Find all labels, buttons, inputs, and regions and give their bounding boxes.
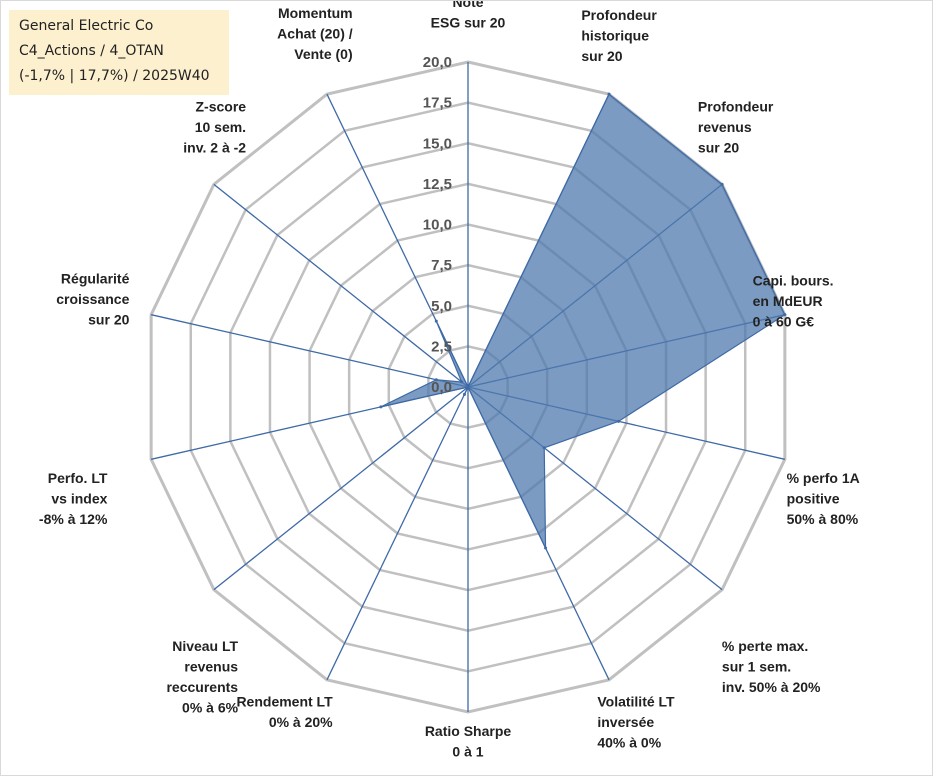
axis-spoke bbox=[213, 386, 469, 591]
axis-label-line: 10 sem. bbox=[195, 119, 246, 135]
radial-tick-label: 20,0 bbox=[423, 54, 452, 71]
axis-label-line: 40% à 0% bbox=[597, 735, 661, 751]
axis-label-line: croissance bbox=[56, 291, 129, 307]
axis-label-line: % perte max. bbox=[722, 638, 808, 654]
radial-tick-label: 2,5 bbox=[431, 338, 452, 355]
axis-label-line: sur 1 sem. bbox=[722, 659, 791, 675]
company-name: General Electric Co bbox=[19, 18, 154, 34]
axis-label: Z-score 10 sem. inv. 2 à -2 bbox=[183, 98, 246, 155]
data-point bbox=[542, 446, 546, 450]
axis-spoke bbox=[151, 314, 469, 388]
axis-label-line: Z-score bbox=[196, 98, 247, 114]
axis-label-line: Momentum bbox=[278, 5, 353, 21]
axis-label-line: Régularité bbox=[61, 270, 130, 286]
data-point bbox=[617, 419, 621, 423]
axis-label: Perfo. LT vs index -8% à 12% bbox=[39, 470, 108, 527]
axis-label-line: sur 20 bbox=[698, 139, 739, 155]
data-point bbox=[434, 378, 438, 382]
axis-label-line: Profondeur bbox=[581, 7, 657, 23]
axis-label-line: -8% à 12% bbox=[39, 511, 108, 527]
axis-label-line: Capi. bours. bbox=[753, 272, 834, 288]
axis-label-line: revenus bbox=[184, 659, 238, 675]
axis-label-line: 50% à 80% bbox=[787, 511, 859, 527]
data-point bbox=[783, 313, 787, 317]
data-point bbox=[607, 92, 611, 96]
data-point bbox=[466, 385, 470, 389]
axis-label: Profondeur historique sur 20 bbox=[581, 7, 657, 64]
data-point bbox=[720, 182, 724, 186]
data-point bbox=[462, 392, 466, 396]
axis-label-line: Achat (20) / bbox=[277, 25, 353, 41]
axis-label: Niveau LT revenus reccurents 0% à 6% bbox=[166, 638, 238, 716]
axis-label-line: Niveau LT bbox=[172, 638, 238, 654]
portfolio-category: C4_Actions / 4_OTAN bbox=[19, 43, 164, 59]
axis-label: Momentum Achat (20) / Vente (0) bbox=[277, 5, 353, 62]
axis-label-line: Ratio Sharpe bbox=[425, 723, 512, 739]
axis-label-line: positive bbox=[787, 491, 840, 507]
axis-label: % perfo 1A positive 50% à 80% bbox=[787, 470, 860, 527]
axis-spoke bbox=[213, 183, 469, 388]
axis-label-line: ESG sur 20 bbox=[431, 15, 506, 31]
radial-tick-labels: 0,0 2,5 5,0 7,5 10,0 12,5 15,0 17,5 20,0 bbox=[423, 54, 452, 396]
axis-label-line: inv. 50% à 20% bbox=[722, 679, 821, 695]
axis-label-line: Profondeur bbox=[698, 98, 774, 114]
axis-label-line: en MdEUR bbox=[753, 293, 823, 309]
axis-label-line: 0 à 1 bbox=[452, 744, 483, 760]
axis-label: Profondeur revenus sur 20 bbox=[698, 98, 774, 155]
data-point bbox=[460, 380, 464, 384]
axis-label: Volatilité LT inversée 40% à 0% bbox=[597, 694, 675, 751]
axis-spoke bbox=[326, 386, 469, 681]
radial-tick-label: 17,5 bbox=[423, 95, 452, 112]
performance-week: (-1,7% | 17,7%) / 2025W40 bbox=[19, 68, 210, 84]
axis-labels: Note ESG sur 20 Profondeur historique sur 20… bbox=[39, 1, 860, 760]
axis-label: Rendement LT 0% à 20% bbox=[236, 694, 333, 731]
axis-label-line: historique bbox=[581, 27, 649, 43]
axis-label-line: inv. 2 à -2 bbox=[183, 139, 246, 155]
axis-label: % perte max. sur 1 sem. inv. 50% à 20% bbox=[722, 638, 821, 695]
axis-label: Note ESG sur 20 bbox=[431, 1, 506, 31]
axis-label: Ratio Sharpe 0 à 1 bbox=[425, 723, 512, 760]
axis-label-line: 0% à 6% bbox=[182, 700, 239, 716]
axis-label-line: Note bbox=[452, 1, 483, 10]
radial-tick-label: 12,5 bbox=[423, 176, 452, 193]
data-point bbox=[434, 319, 438, 323]
radial-tick-label: 15,0 bbox=[423, 135, 452, 152]
radar-series bbox=[379, 92, 787, 550]
radial-tick-label: 10,0 bbox=[423, 217, 452, 234]
data-point bbox=[544, 546, 548, 550]
radial-tick-label: 5,0 bbox=[431, 298, 452, 315]
series-area bbox=[380, 93, 786, 549]
radial-tick-label: 7,5 bbox=[431, 257, 452, 274]
chart-title-box: General Electric Co C4_Actions / 4_OTAN … bbox=[9, 10, 229, 95]
radial-tick-label: 0,0 bbox=[431, 379, 452, 396]
axis-label-line: Vente (0) bbox=[294, 46, 352, 62]
data-point bbox=[379, 405, 383, 409]
axis-label-line: vs index bbox=[51, 491, 107, 507]
axis-label-line: 0% à 20% bbox=[269, 714, 333, 730]
axis-label-line: Volatilité LT bbox=[597, 694, 675, 710]
axis-label-line: 0 à 60 G€ bbox=[753, 313, 815, 329]
axis-label-line: % perfo 1A bbox=[787, 470, 860, 486]
axis-label-line: inversée bbox=[597, 714, 654, 730]
axis-label-line: reccurents bbox=[166, 679, 238, 695]
axis-label-line: Perfo. LT bbox=[48, 470, 108, 486]
axis-label-line: Rendement LT bbox=[236, 694, 333, 710]
axis-label: Capi. bours. en MdEUR 0 à 60 G€ bbox=[753, 272, 834, 329]
axis-label-line: revenus bbox=[698, 119, 752, 135]
axis-label-line: sur 20 bbox=[88, 311, 129, 327]
axis-label-line: sur 20 bbox=[581, 48, 622, 64]
axis-label: Régularité croissance sur 20 bbox=[56, 270, 129, 327]
